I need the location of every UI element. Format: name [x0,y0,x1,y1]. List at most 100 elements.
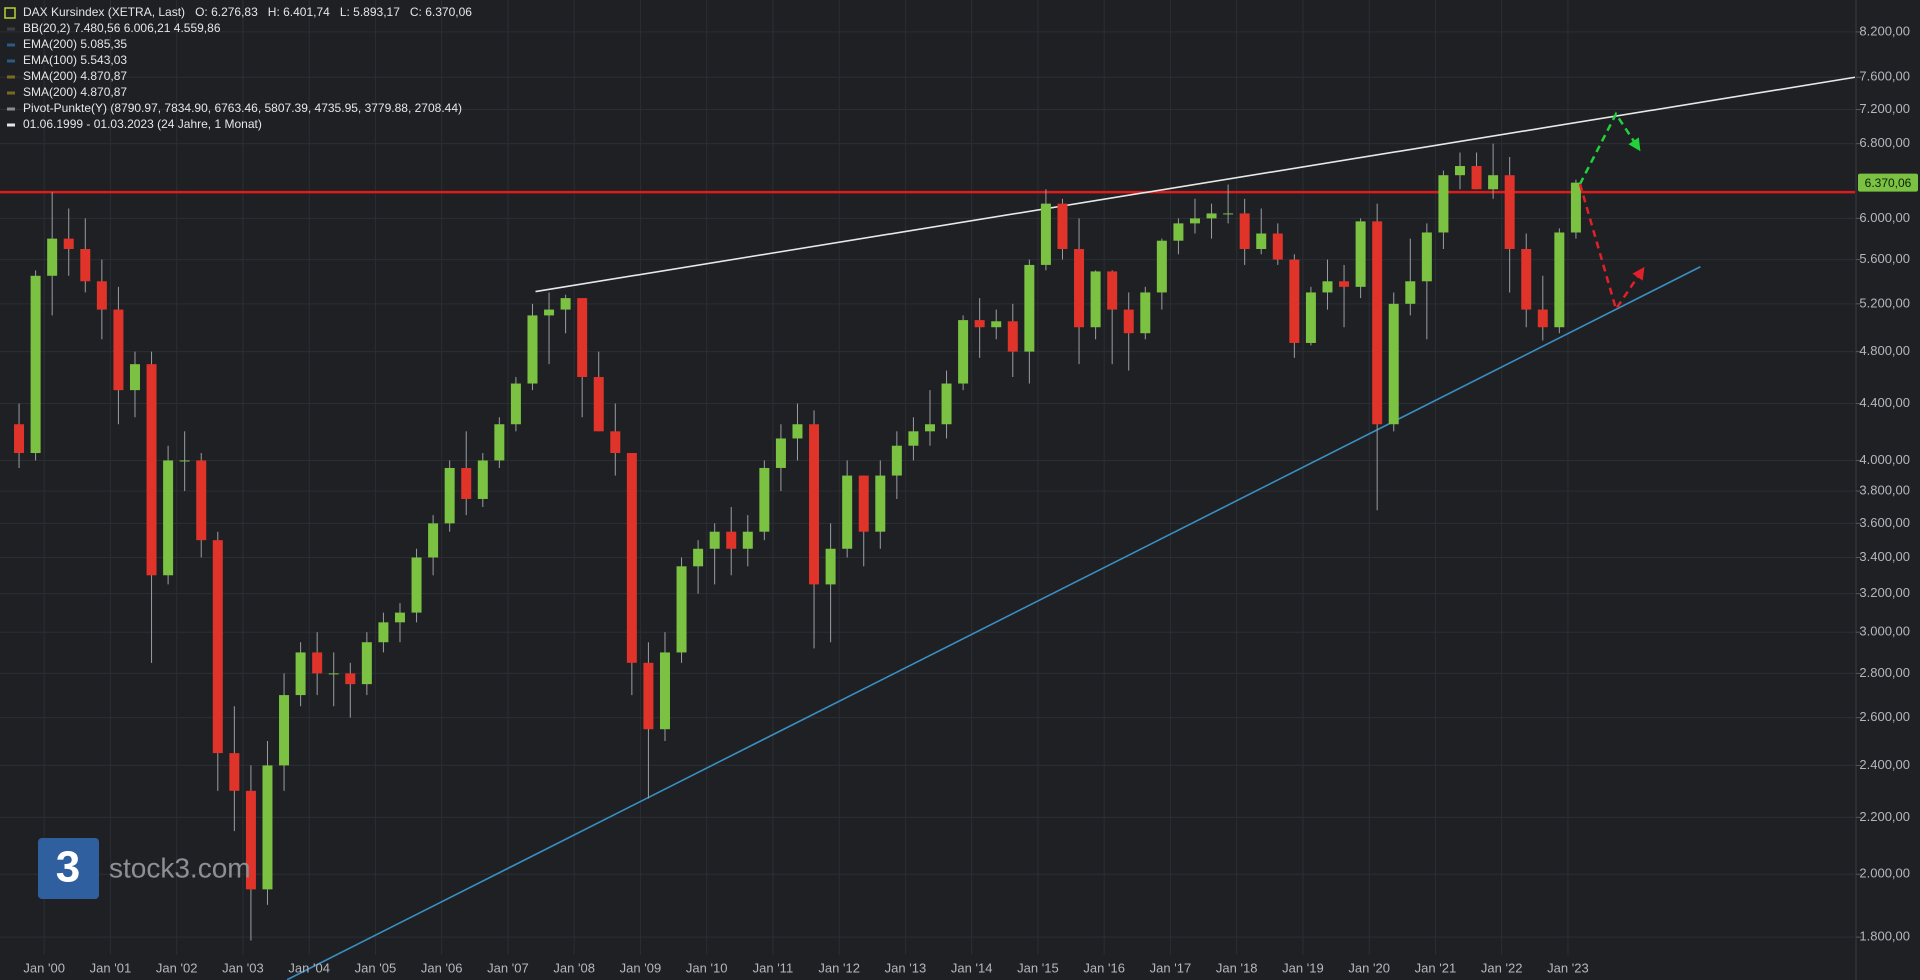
y-tick-label: 5.200,00 [1859,295,1910,310]
legend-item: BB(20,2) 7.480,56 6.006,21 4.559,86 [23,21,221,35]
y-tick-label: 1.800,00 [1859,929,1910,944]
candle-body [461,467,472,499]
x-tick-label: Jan '01 [90,960,132,975]
candle-body [1372,221,1383,425]
y-tick-label: 4.400,00 [1859,395,1910,410]
y-tick-label: 7.600,00 [1859,69,1910,84]
candle-body [1189,218,1200,224]
x-tick-label: Jan '18 [1216,960,1258,975]
candle-body [1272,233,1283,260]
candle-body [560,298,571,310]
candle-body [858,475,869,532]
candle-body [941,383,952,425]
y-tick-label: 2.800,00 [1859,665,1910,680]
x-tick-label: Jan '22 [1481,960,1523,975]
candle-body [279,695,290,766]
candle-body [129,364,140,391]
candle-body [775,438,786,468]
candle-body [1339,281,1350,287]
candle-body [1090,271,1101,328]
candle-body [1173,223,1184,241]
x-tick-label: Jan '09 [620,960,662,975]
candle-body [30,275,41,454]
candle-body [1438,175,1449,233]
drawings [0,76,1856,980]
y-tick-label: 4.800,00 [1859,343,1910,358]
x-tick-label: Jan '05 [355,960,397,975]
candle-body [163,460,174,576]
y-tick-label: 7.200,00 [1859,101,1910,116]
candle-body [361,642,372,685]
x-tick-label: Jan '07 [487,960,529,975]
y-tick-label: 3.400,00 [1859,549,1910,564]
y-tick-label: 3.200,00 [1859,585,1910,600]
candle-body [974,320,985,328]
forecast-arrows [1578,111,1645,312]
y-tick-label: 3.000,00 [1859,624,1910,639]
axes: 8.200,00 7.600,00 7.200,00 6.800,00 6.000,00… [23,23,1918,975]
grid [0,0,1855,955]
candle-body [1504,175,1515,250]
x-tick-label: Jan '12 [818,960,860,975]
legend-item: EMA(200) 5.085,35 [23,37,127,51]
candle-body [1107,271,1118,310]
legend-item: Pivot-Punkte(Y) (8790.97, 7834.90, 6763.… [23,101,462,115]
candle-body [1206,213,1217,219]
candle-body [1007,321,1018,352]
x-tick-label: Jan '23 [1547,960,1589,975]
candle-body [1421,232,1432,282]
up-arrow [1578,111,1641,185]
header-item: O: 6.276,83 [195,5,258,19]
candle-body [792,424,803,439]
candle-body [312,652,323,674]
candle-body [1074,249,1085,328]
candle-body [1140,292,1151,334]
x-tick-label: Jan '16 [1083,960,1125,975]
candle-body [477,460,488,499]
price-tag-label: 6.370,06 [1865,176,1912,190]
candle-body [643,662,654,730]
candle-body [1537,309,1548,328]
candle-body [809,424,820,585]
header-item: H: 6.401,74 [268,5,330,19]
x-tick-label: Jan '11 [753,960,794,975]
candle-body [676,566,687,653]
candle-body [245,790,256,890]
candle-body [1223,213,1234,215]
candle-body [80,249,91,282]
candle-body [411,557,422,613]
candles [14,143,1581,941]
logo [38,838,99,899]
candle-body [212,540,223,754]
down-arrow [1578,183,1645,312]
candle-body [1305,292,1316,343]
candle-body [1040,203,1051,265]
candle-body [96,281,107,310]
y-tick-label: 2.400,00 [1859,757,1910,772]
legend-item: SMA(200) 4.870,87 [23,85,127,99]
legend-item: SMA(200) 4.870,87 [23,69,127,83]
candle-body [759,467,770,532]
candle-body [1057,203,1068,250]
x-tick-label: Jan '10 [686,960,728,975]
y-tick-label: 8.200,00 [1859,23,1910,38]
candle-body [328,673,339,675]
trend-line [535,76,1856,293]
header-item: C: 6.370,06 [410,5,472,19]
x-tick-label: Jan '19 [1282,960,1324,975]
candle-body [891,445,902,476]
candle-body [113,309,124,391]
candle-body [1289,259,1300,343]
candle-body [196,460,207,541]
watermark: 3 stock3.com [38,838,251,899]
candle-body [229,753,240,791]
candle-body [1570,182,1581,233]
header-icon [4,7,16,19]
legend-item: 01.06.1999 - 01.03.2023 (24 Jahre, 1 Mon… [23,117,262,131]
candle-body [825,548,836,585]
candle-body [593,377,604,432]
y-tick-label: 5.600,00 [1859,251,1910,266]
x-tick-label: Jan '14 [951,960,993,975]
